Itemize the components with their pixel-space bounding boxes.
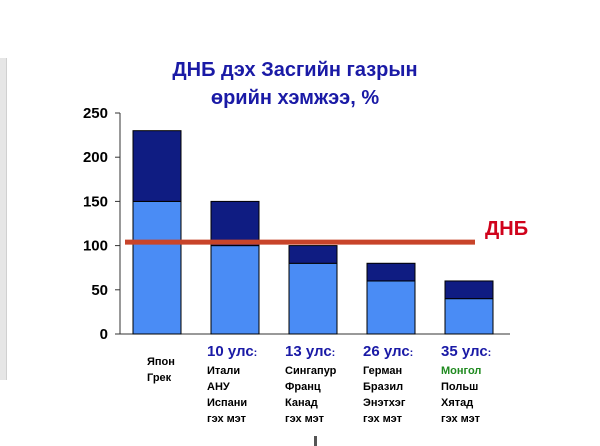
category-label: Япон Грек xyxy=(147,354,223,386)
category-country: Грек xyxy=(147,372,172,384)
y-tick-label: 0 xyxy=(100,326,108,343)
category-country: гэх мэт xyxy=(207,413,246,425)
y-tick-label: 150 xyxy=(83,193,108,210)
bar-lower-segment xyxy=(366,280,416,335)
bar-lower-segment xyxy=(132,200,182,335)
bar-lower-segment xyxy=(210,245,260,335)
bar-upper-segment xyxy=(444,280,494,300)
category-country: Энэтхэг xyxy=(363,397,406,409)
chart-title-line-2: өрийн хэмжээ, % xyxy=(210,87,380,109)
category-country: Хятад xyxy=(441,397,474,409)
y-tick-label: 100 xyxy=(83,238,108,255)
category-country: Япон xyxy=(147,356,175,368)
category-colon: : xyxy=(487,347,492,359)
y-tick-label: 250 xyxy=(83,105,108,122)
category-country: Итали xyxy=(207,365,241,377)
reference-line-label: ДНБ xyxy=(485,218,529,240)
category-count: 10 улс: xyxy=(207,343,258,360)
bar-lower-segment xyxy=(444,298,494,335)
category-country: гэх мэт xyxy=(441,413,480,425)
bar-upper-segment xyxy=(366,262,416,282)
y-tick-label: 200 xyxy=(83,149,108,166)
chart-title-line-1: ДНБ дэх Засгийн газрын xyxy=(172,59,418,81)
category-country: Канад xyxy=(285,397,318,409)
category-colon: : xyxy=(253,347,258,359)
category-count: 26 улс: xyxy=(363,343,414,360)
category-count: 13 улс: xyxy=(285,343,336,360)
category-country: гэх мэт xyxy=(285,413,324,425)
category-label: 35 улс: Монгол Польш Хятад гэх мэт xyxy=(441,342,517,427)
category-country: Польш xyxy=(441,381,479,393)
category-country: Франц xyxy=(285,381,321,393)
bottom-marker xyxy=(314,436,317,446)
category-country: гэх мэт xyxy=(363,413,402,425)
category-country: Испани xyxy=(207,397,248,409)
category-country: Бразил xyxy=(363,381,404,393)
category-country: Монгол xyxy=(441,365,482,377)
category-country: АНУ xyxy=(207,381,230,393)
bar-lower-segment xyxy=(288,262,338,335)
category-label: 10 улс: Итали АНУ Испани гэх мэт xyxy=(207,342,283,427)
category-colon: : xyxy=(331,347,336,359)
y-tick-labels: 0 50 100 150 200 250 xyxy=(83,105,108,343)
category-label: 13 улс: Сингапур Франц Канад гэх мэт xyxy=(285,342,361,427)
y-tick-label: 50 xyxy=(91,282,108,299)
category-colon: : xyxy=(409,347,414,359)
chart-title: ДНБ дэх Засгийн газрын өрийн хэмжээ, % xyxy=(130,56,460,112)
bar-upper-segment xyxy=(210,200,260,247)
category-label: 26 улс: Герман Бразил Энэтхэг гэх мэт xyxy=(363,342,439,427)
bars xyxy=(132,130,494,335)
category-count: 35 улс: xyxy=(441,343,492,360)
bar-upper-segment xyxy=(288,245,338,264)
left-panel-edge xyxy=(0,58,7,380)
category-country: Сингапур xyxy=(285,365,337,377)
bar-upper-segment xyxy=(132,130,182,202)
category-country: Герман xyxy=(363,365,403,377)
